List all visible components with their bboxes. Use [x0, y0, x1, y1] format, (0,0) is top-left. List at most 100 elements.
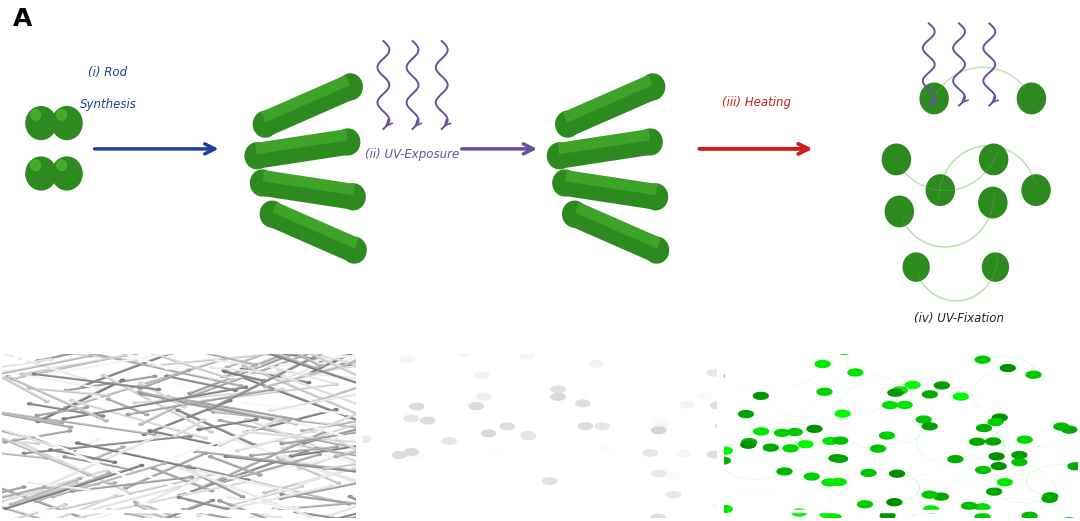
Ellipse shape	[595, 423, 609, 429]
Polygon shape	[0, 355, 49, 402]
Ellipse shape	[48, 488, 52, 490]
Polygon shape	[1026, 465, 1075, 497]
Polygon shape	[255, 348, 431, 379]
Ellipse shape	[279, 420, 283, 421]
Polygon shape	[0, 426, 53, 445]
Polygon shape	[269, 366, 336, 384]
Polygon shape	[677, 452, 733, 506]
Ellipse shape	[64, 407, 68, 408]
Polygon shape	[199, 419, 257, 430]
Polygon shape	[247, 419, 366, 464]
Ellipse shape	[432, 508, 436, 510]
Polygon shape	[82, 352, 174, 387]
Polygon shape	[281, 340, 467, 365]
Polygon shape	[993, 488, 1055, 503]
Polygon shape	[220, 419, 388, 454]
Polygon shape	[283, 455, 420, 506]
Polygon shape	[164, 343, 256, 365]
Ellipse shape	[212, 411, 216, 413]
Polygon shape	[262, 170, 355, 195]
Ellipse shape	[144, 503, 148, 505]
Polygon shape	[246, 342, 316, 369]
Polygon shape	[30, 481, 89, 490]
Polygon shape	[293, 492, 465, 508]
Ellipse shape	[975, 514, 990, 520]
Ellipse shape	[1068, 463, 1080, 470]
Ellipse shape	[50, 444, 53, 446]
Ellipse shape	[245, 342, 249, 344]
Ellipse shape	[319, 365, 323, 367]
Ellipse shape	[260, 201, 284, 227]
Ellipse shape	[663, 484, 678, 491]
Ellipse shape	[254, 418, 258, 420]
Ellipse shape	[590, 361, 604, 367]
Polygon shape	[280, 467, 432, 500]
Polygon shape	[0, 408, 62, 423]
Ellipse shape	[106, 469, 110, 471]
Ellipse shape	[505, 315, 519, 321]
Ellipse shape	[241, 496, 245, 498]
Polygon shape	[11, 354, 124, 379]
Ellipse shape	[334, 446, 338, 448]
Polygon shape	[957, 426, 1069, 517]
Polygon shape	[31, 433, 132, 478]
Ellipse shape	[106, 394, 110, 396]
Ellipse shape	[210, 367, 214, 368]
Ellipse shape	[651, 514, 665, 520]
Polygon shape	[163, 399, 296, 425]
Polygon shape	[314, 376, 389, 401]
Polygon shape	[335, 431, 442, 456]
Ellipse shape	[436, 363, 441, 365]
Polygon shape	[178, 450, 307, 495]
Ellipse shape	[652, 470, 666, 477]
Polygon shape	[255, 129, 348, 154]
Polygon shape	[37, 406, 87, 416]
Polygon shape	[294, 420, 402, 453]
Polygon shape	[282, 493, 408, 510]
Polygon shape	[138, 479, 198, 506]
Polygon shape	[107, 399, 148, 415]
Ellipse shape	[993, 414, 1008, 421]
Ellipse shape	[129, 492, 133, 494]
Ellipse shape	[10, 503, 14, 505]
Ellipse shape	[556, 111, 580, 137]
Polygon shape	[865, 505, 986, 521]
Polygon shape	[942, 340, 1080, 388]
Polygon shape	[0, 514, 29, 521]
Polygon shape	[133, 503, 203, 521]
Ellipse shape	[218, 444, 222, 446]
Polygon shape	[887, 465, 1007, 519]
Ellipse shape	[442, 438, 456, 444]
Ellipse shape	[362, 463, 366, 465]
Polygon shape	[446, 429, 528, 443]
Polygon shape	[261, 340, 394, 374]
Polygon shape	[291, 437, 410, 457]
Ellipse shape	[384, 453, 389, 455]
Ellipse shape	[264, 386, 268, 388]
Ellipse shape	[905, 381, 920, 389]
Ellipse shape	[59, 423, 64, 424]
Polygon shape	[227, 455, 380, 474]
Polygon shape	[233, 439, 332, 475]
Ellipse shape	[764, 444, 779, 451]
Ellipse shape	[815, 361, 831, 367]
Polygon shape	[219, 419, 388, 455]
Ellipse shape	[598, 446, 612, 453]
Polygon shape	[723, 510, 834, 521]
Polygon shape	[50, 449, 116, 463]
Polygon shape	[139, 407, 174, 424]
Ellipse shape	[356, 436, 370, 442]
Polygon shape	[0, 514, 29, 521]
Ellipse shape	[215, 473, 219, 475]
Ellipse shape	[49, 358, 53, 361]
Polygon shape	[327, 467, 396, 478]
Ellipse shape	[139, 464, 144, 466]
Ellipse shape	[100, 415, 105, 417]
Polygon shape	[189, 349, 320, 398]
Ellipse shape	[280, 364, 284, 366]
Ellipse shape	[294, 423, 298, 425]
Polygon shape	[0, 396, 71, 427]
Ellipse shape	[576, 400, 590, 407]
Polygon shape	[71, 400, 206, 438]
Ellipse shape	[35, 500, 39, 502]
